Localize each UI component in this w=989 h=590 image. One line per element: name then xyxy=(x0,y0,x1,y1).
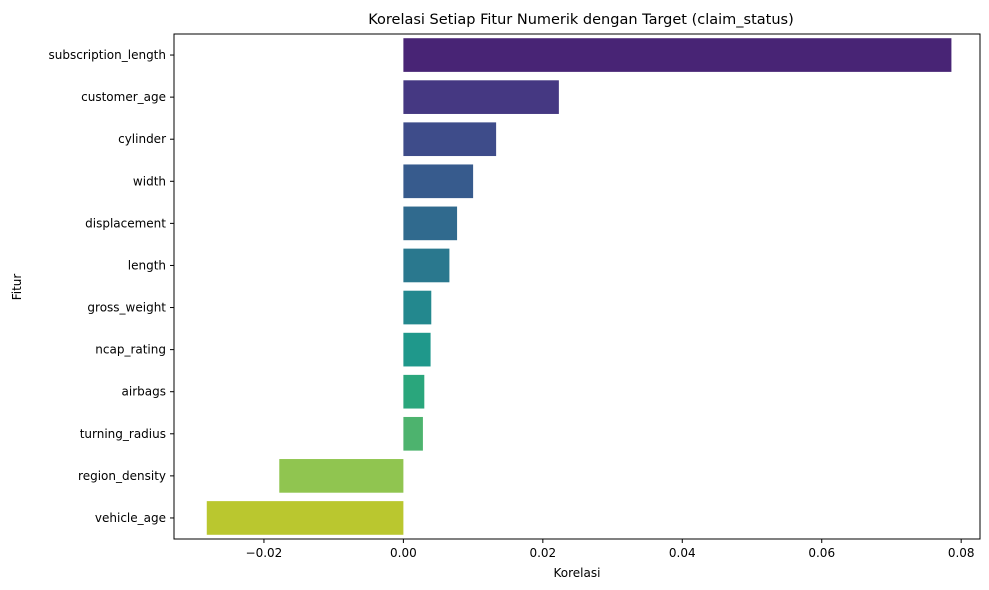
bars-group xyxy=(206,38,952,535)
x-axis-ticks: −0.02 0.00 0.02 0.04 0.06 0.08 xyxy=(246,539,975,560)
plot-frame xyxy=(173,33,981,540)
x-tick-label: 0.00 xyxy=(390,546,417,560)
y-tick-label: region_density xyxy=(78,469,166,483)
y-tick-label: displacement xyxy=(85,216,166,230)
y-tick-label: gross_weight xyxy=(87,301,166,315)
chart-title: Korelasi Setiap Fitur Numerik dengan Tar… xyxy=(368,12,794,28)
bar-ncap-rating xyxy=(403,332,431,367)
y-tick-label: customer_age xyxy=(81,90,166,104)
y-axis-ticks: subscription_length customer_age cylinder w… xyxy=(49,48,174,525)
bar-customer-age xyxy=(403,80,559,114)
bar-turning-radius xyxy=(403,416,423,451)
bar-length xyxy=(403,248,450,283)
y-tick-label: cylinder xyxy=(118,132,166,146)
x-tick-label: 0.04 xyxy=(669,546,696,560)
x-axis-label: Korelasi xyxy=(554,566,601,580)
y-tick-label: subscription_length xyxy=(49,48,166,62)
bar-region-density xyxy=(279,459,404,493)
bar-width xyxy=(403,164,474,199)
x-tick-label: 0.06 xyxy=(808,546,835,560)
bar-airbags xyxy=(403,374,425,409)
bar-vehicle-age xyxy=(206,501,404,535)
y-tick-label: airbags xyxy=(122,385,166,399)
y-tick-label: vehicle_age xyxy=(95,511,166,525)
bar-gross-weight xyxy=(403,290,432,325)
y-tick-label: ncap_rating xyxy=(95,343,166,357)
x-tick-label: 0.08 xyxy=(948,546,975,560)
y-axis-label: Fitur xyxy=(10,274,24,301)
y-tick-label: length xyxy=(128,258,166,272)
bar-subscription-length xyxy=(403,38,952,72)
x-tick-label: 0.02 xyxy=(529,546,556,560)
y-tick-label: turning_radius xyxy=(80,427,166,441)
x-tick-label: −0.02 xyxy=(246,546,283,560)
bar-displacement xyxy=(403,206,458,241)
bar-cylinder xyxy=(403,122,497,157)
y-tick-label: width xyxy=(133,174,166,188)
